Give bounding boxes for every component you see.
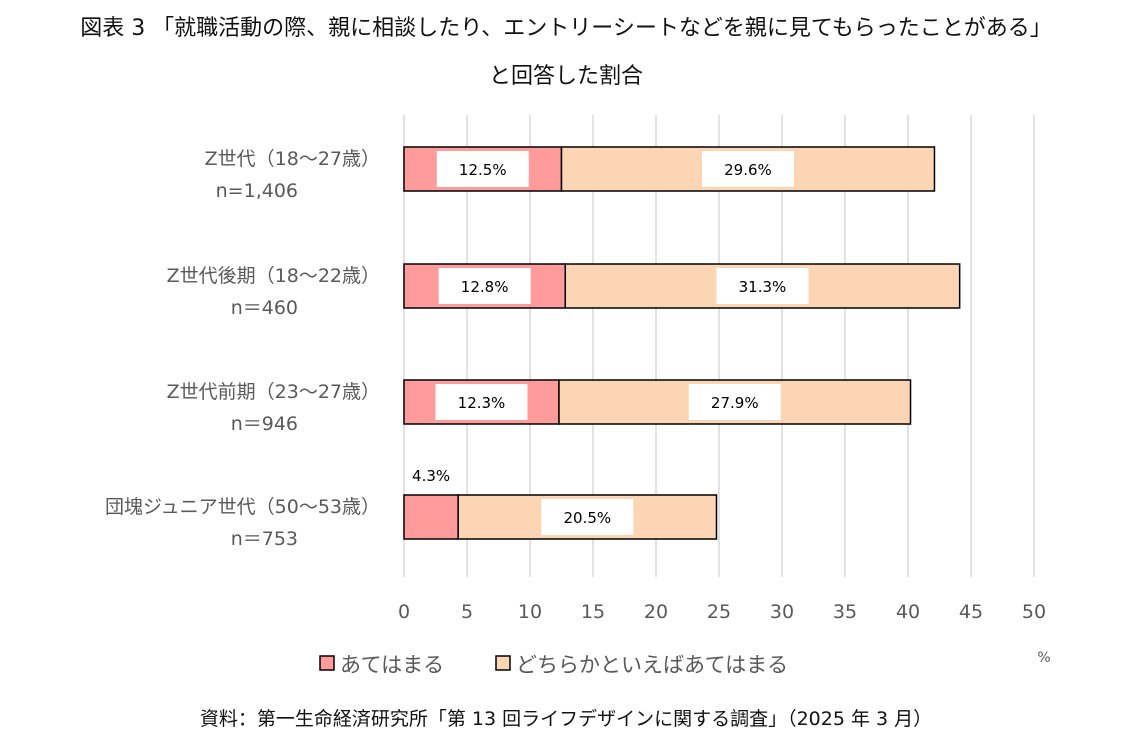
legend-label: あてはまる (340, 653, 444, 677)
x-tick-label: 0 (398, 601, 410, 623)
x-tick-label: 25 (707, 601, 731, 623)
data-label: 12.5% (459, 161, 507, 179)
data-label: 27.9% (711, 394, 759, 412)
x-tick-label: 20 (644, 601, 668, 623)
category-label: Z世代前期（23～27歳） (167, 381, 380, 403)
x-tick-label: 35 (833, 601, 857, 623)
category-n-label: n＝946 (231, 413, 298, 435)
legend-label: どちらかといえばあてはまる (516, 653, 788, 677)
chart-title-line1: 図表 3 「就職活動の際、親に相談したり、エントリーシートなどを親に見てもらった… (80, 16, 1052, 41)
x-tick-label: 30 (770, 601, 794, 623)
x-unit-label: % (1037, 650, 1050, 666)
x-tick-label: 40 (896, 601, 920, 623)
data-label-box (438, 268, 531, 304)
data-label-box (436, 151, 529, 187)
x-tick-label: 15 (581, 601, 605, 623)
data-label: 29.6% (724, 161, 772, 179)
category-n-label: n=1,406 (216, 180, 298, 202)
legend-swatch (319, 655, 335, 671)
x-tick-label: 45 (959, 601, 983, 623)
x-tick-label: 10 (518, 601, 542, 623)
category-label: Z世代後期（18～22歳） (167, 265, 380, 287)
data-label: 31.3% (739, 278, 787, 296)
data-label: 12.3% (458, 394, 506, 412)
chart-title-line2: と回答した割合 (488, 64, 643, 89)
data-label-box (688, 384, 781, 420)
data-label-box (435, 384, 528, 420)
x-tick-label: 50 (1022, 601, 1046, 623)
data-label-box (716, 268, 809, 304)
category-label: Z世代（18～27歳） (205, 148, 380, 170)
category-label: 団塊ジュニア世代（50～53歳） (105, 496, 380, 518)
data-label: 12.8% (461, 278, 509, 296)
category-n-label: n＝460 (231, 297, 298, 319)
bar-segment (403, 494, 459, 540)
category-n-label: n＝753 (231, 528, 298, 550)
data-label: 20.5% (564, 509, 612, 527)
data-label-box (541, 499, 634, 535)
legend-swatch (495, 655, 511, 671)
data-label: 4.3% (412, 467, 450, 485)
x-tick-label: 5 (461, 601, 473, 623)
source-note: 資料：第一生命経済研究所「第 13 回ライフデザインに関する調査」（2025 年… (199, 708, 933, 730)
data-label-box (701, 151, 794, 187)
